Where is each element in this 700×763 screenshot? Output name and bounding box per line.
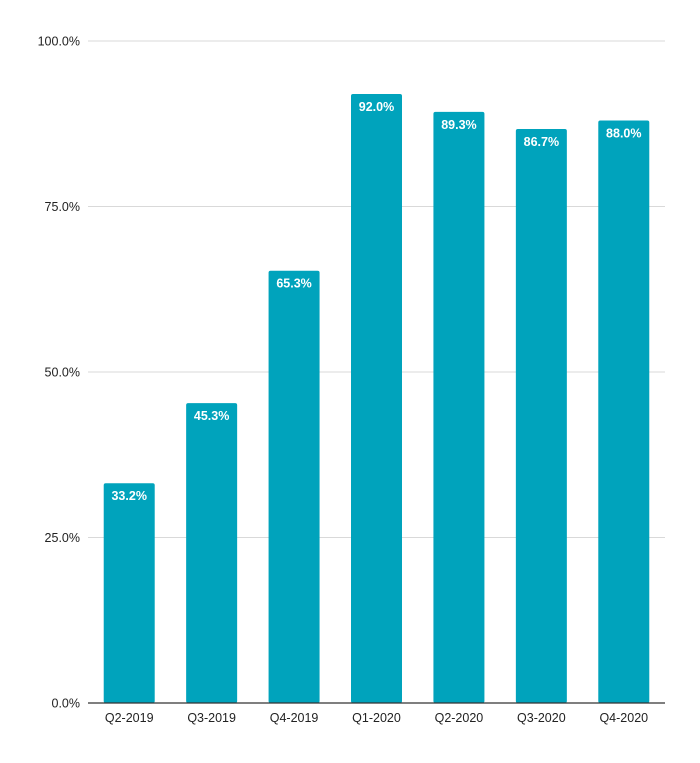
bar	[433, 111, 485, 704]
x-tick-label: Q2-2020	[435, 711, 484, 725]
data-label: 65.3%	[276, 277, 311, 291]
x-tick-label: Q2-2019	[105, 711, 154, 725]
y-tick-label: 75.0%	[45, 200, 80, 214]
x-tick-label: Q3-2019	[187, 711, 236, 725]
data-label: 45.3%	[194, 409, 229, 423]
data-label: 86.7%	[524, 135, 559, 149]
y-tick-label: 25.0%	[45, 531, 80, 545]
bar	[515, 129, 567, 703]
x-tick-label: Q4-2019	[270, 711, 319, 725]
axes: 0.0% 25.0% 50.0% 75.0% 100.0% Q2-2019 Q3-2019 Q…	[38, 35, 665, 725]
y-tick-label: 0.0%	[52, 697, 81, 711]
x-tick-label: Q1-2020	[352, 711, 401, 725]
y-tick-label: 100.0%	[38, 35, 80, 49]
data-labels: 33.2% 45.3% 65.3% 92.0% 89.3% 86.7% 88.0%	[111, 100, 641, 503]
data-label: 92.0%	[359, 100, 394, 114]
data-label: 89.3%	[441, 118, 476, 132]
bar	[268, 270, 320, 703]
y-tick-label: 50.0%	[45, 366, 80, 380]
x-tick-label: Q3-2020	[517, 711, 566, 725]
data-label: 88.0%	[606, 126, 641, 140]
bar	[103, 483, 155, 703]
bars	[103, 93, 650, 704]
bar	[186, 403, 238, 703]
bar	[598, 120, 650, 703]
bar	[351, 93, 402, 703]
x-tick-label: Q4-2020	[599, 711, 648, 725]
data-label: 33.2%	[111, 489, 146, 503]
